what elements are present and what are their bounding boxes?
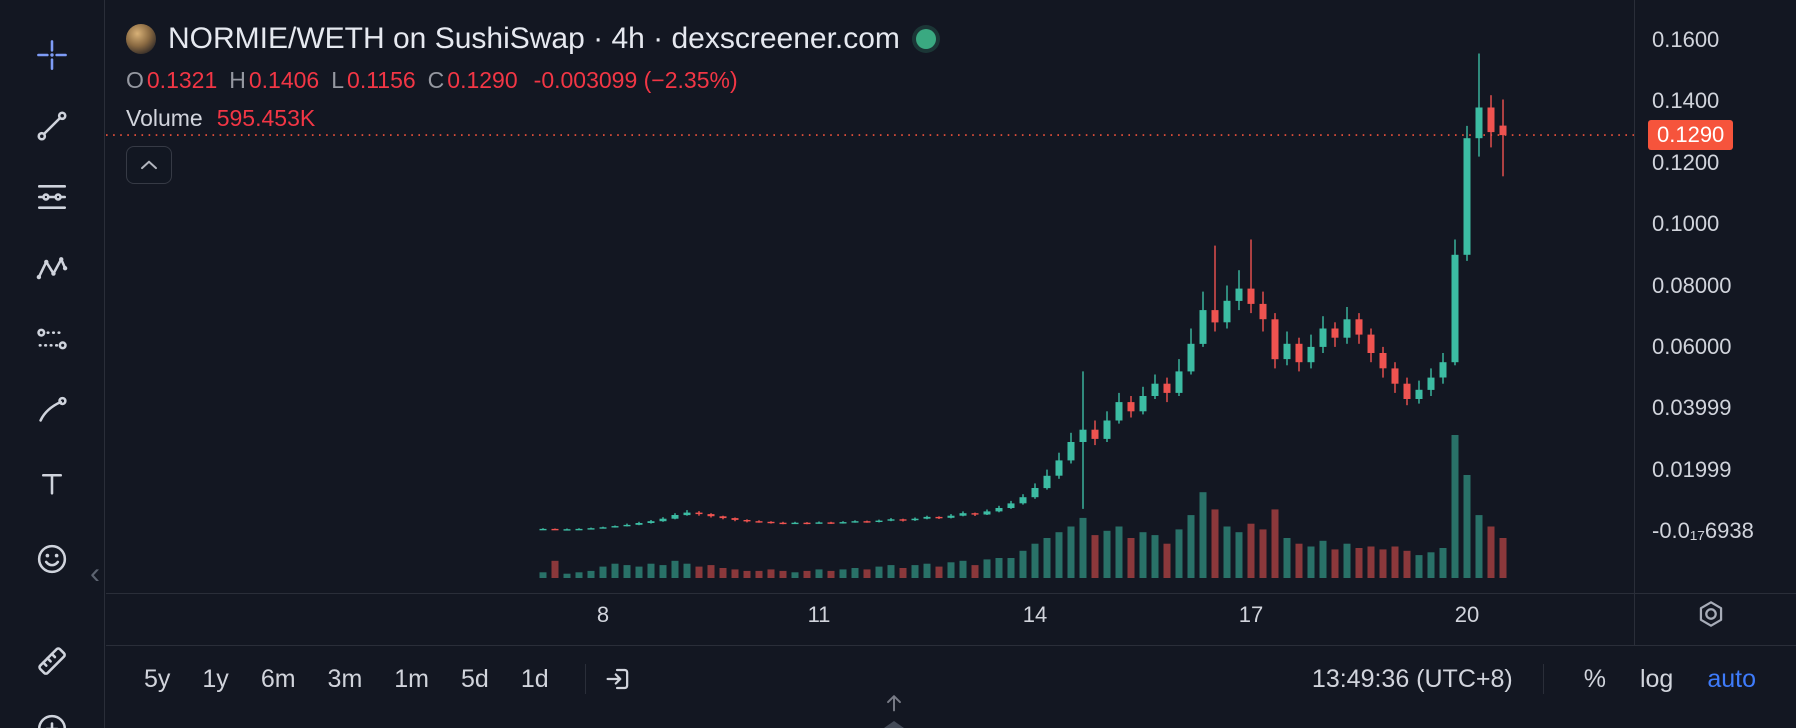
price-axis[interactable]: 0.1600 0.1400 0.1200 0.1000 0.08000 0.06000 0.… [1634, 0, 1796, 593]
gear-icon [1696, 599, 1726, 629]
chevron-up-icon [140, 159, 158, 171]
toolbar-divider [1542, 664, 1544, 694]
range-3m-button[interactable]: 3m [316, 659, 375, 700]
price-axis-label: 0.1400 [1652, 88, 1720, 114]
bottom-toolbar: 5y 1y 6m 3m 1m 5d 1d 13:49:36 (UTC+8) % log au… [106, 646, 1796, 728]
time-axis-label: 17 [1238, 602, 1264, 627]
price-axis-label: 0.1000 [1652, 211, 1720, 237]
range-1d-button[interactable]: 1d [509, 659, 561, 700]
price-axis-label: 0.08000 [1652, 272, 1732, 298]
tool-emoji-button[interactable] [35, 542, 69, 576]
tool-text-tool-button[interactable] [35, 467, 69, 501]
price-axis-label: 0.06000 [1652, 333, 1732, 359]
emoji-icon [35, 542, 69, 576]
time-axis-label: 8 [596, 602, 610, 627]
tool-trend-line-button[interactable] [35, 109, 69, 143]
volume-row: Volume 595.453K [126, 104, 936, 132]
settings-gear-button[interactable] [1696, 599, 1726, 629]
time-axis-separator [106, 593, 1796, 594]
title-row: NORMIE/WETH on SushiSwap · 4h · dexscree… [126, 22, 936, 56]
pair-title: NORMIE/WETH on SushiSwap · 4h · dexscree… [168, 22, 900, 55]
drawing-toolbar: ‹ [0, 0, 105, 728]
volume-value: 595.453K [216, 104, 316, 131]
tool-brush-button[interactable] [35, 393, 69, 427]
arrow-up-icon [881, 690, 907, 716]
ruler-icon [35, 644, 69, 678]
price-axis-label: 0.1600 [1652, 27, 1720, 52]
calendar-go-to-icon [604, 664, 634, 694]
ohlc-O: O 0.1321 [126, 66, 218, 93]
price-axis-label: -0.0₁₇6938 [1652, 518, 1754, 543]
brush-icon [35, 393, 69, 427]
tool-ruler-button[interactable] [35, 644, 69, 678]
auto-scale-button[interactable]: auto [1697, 659, 1766, 700]
time-axis-label: 11 [807, 602, 831, 627]
log-scale-button[interactable]: log [1630, 659, 1683, 700]
chart-legend: NORMIE/WETH on SushiSwap · 4h · dexscree… [126, 22, 936, 184]
tool-fib-retracement-button[interactable] [35, 180, 69, 214]
tool-zoom-in-button[interactable] [35, 712, 69, 728]
crosshair-icon [35, 38, 69, 72]
bottom-toolbar-separator [106, 645, 1796, 646]
fib-retracement-icon [35, 180, 69, 214]
range-buttons: 5y 1y 6m 3m 1m 5d 1d [132, 659, 569, 700]
tool-prediction-measurement-button[interactable] [35, 322, 69, 356]
go-to-date-button[interactable] [602, 662, 636, 696]
trend-line-icon [35, 109, 69, 143]
range-5y-button[interactable]: 5y [132, 659, 182, 700]
ohlc-L: L 0.1156 [331, 66, 416, 93]
price-axis-label: 0.01999 [1652, 456, 1732, 482]
expand-pane-arrow-button[interactable] [881, 690, 907, 716]
range-6m-button[interactable]: 6m [249, 659, 308, 700]
price-change: -0.003099 (−2.35%) [533, 66, 738, 93]
volume-label: Volume [126, 104, 203, 131]
price-axis-label: 0.1200 [1652, 149, 1720, 175]
prediction-measurement-icon [35, 322, 69, 356]
ohlc-row: O 0.1321 H 0.1406 L 0.1156 C 0.1290 -0.003099 (−… [126, 66, 936, 94]
tool-xabcd-pattern-button[interactable] [35, 251, 69, 285]
current-price-value: 0.1290 [1657, 122, 1725, 148]
collapse-toolbar-button[interactable]: ‹ [90, 557, 100, 590]
pane-handle[interactable] [884, 721, 904, 728]
current-price-tag: 0.1290 [1648, 120, 1734, 151]
text-tool-icon [35, 467, 69, 501]
volume-layer [539, 435, 1507, 578]
time-axis-label: 14 [1022, 602, 1048, 627]
range-1m-button[interactable]: 1m [382, 659, 441, 700]
ohlc-C: C 0.1290 [427, 66, 518, 93]
range-1y-button[interactable]: 1y [190, 659, 240, 700]
toolbar-divider [584, 664, 586, 694]
token-icon [126, 24, 156, 54]
ohlc-H: H 0.1406 [229, 66, 320, 93]
price-axis-label: 0.03999 [1652, 395, 1732, 421]
time-axis[interactable]: 8 11 14 17 20 [0, 594, 1796, 644]
candles-layer [539, 53, 1507, 531]
percent-scale-button[interactable]: % [1574, 659, 1616, 700]
xabcd-pattern-icon [35, 251, 69, 285]
tool-crosshair-button[interactable] [35, 38, 69, 72]
price-axis-separator [1634, 0, 1635, 645]
clock[interactable]: 13:49:36 (UTC+8) [1311, 664, 1513, 693]
legend-collapse-button[interactable] [126, 146, 172, 184]
live-status-dot [915, 29, 936, 49]
zoom-in-icon [35, 712, 69, 728]
time-axis-label: 20 [1454, 602, 1480, 627]
range-5d-button[interactable]: 5d [449, 659, 501, 700]
